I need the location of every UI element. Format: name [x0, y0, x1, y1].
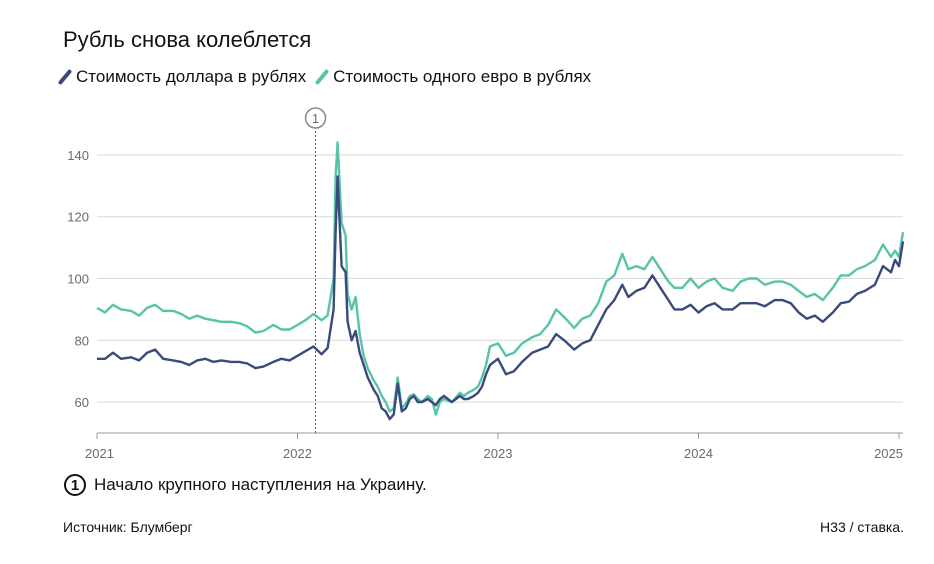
x-tick-label: 2022 [283, 446, 312, 461]
chart-title: Рубль снова колеблется [63, 27, 312, 52]
annotation-marker: 1 [304, 107, 327, 433]
y-tick-label: 100 [67, 272, 89, 287]
x-axis-ticks: 2021 2022 2023 2024 2025 [85, 433, 903, 461]
y-tick-label: 60 [75, 395, 89, 410]
x-tick-label: 2024 [684, 446, 713, 461]
y-axis-ticks: 60 80 100 120 140 [67, 148, 89, 410]
legend-usd-label: Стоимость доллара в рублях [76, 67, 307, 86]
legend: Стоимость доллара в рублях Стоимость одн… [57, 67, 605, 87]
annotation-note: 1 Начало крупного наступления на Украину… [64, 474, 427, 496]
x-tick-label: 2023 [484, 446, 513, 461]
series-line-usd [97, 175, 905, 421]
grid-lines [97, 154, 903, 434]
x-tick-label: 2025 [874, 446, 903, 461]
line-chart: 60 80 100 120 140 2021 2022 2023 2024 2025 1 [67, 107, 905, 461]
y-tick-label: 140 [67, 148, 89, 163]
note-number-badge: 1 [64, 474, 86, 496]
annotation-circle [304, 107, 327, 129]
y-tick-label: 120 [67, 210, 89, 225]
x-tick-label: 2021 [85, 446, 114, 461]
legend-item-usd: Стоимость доллара в рублях [57, 67, 307, 87]
y-tick-label: 80 [75, 333, 89, 348]
series-lines [96, 141, 905, 421]
source-credit: Источник: Блумберг [63, 519, 193, 535]
note-text: Начало крупного наступления на Украину. [94, 475, 427, 494]
legend-item-eur: Стоимость одного евро в рублях [314, 67, 592, 87]
annotation-number: 1 [312, 111, 319, 126]
legend-eur-label: Стоимость одного евро в рублях [333, 67, 592, 86]
author-credit: Н33 / ставка. [820, 519, 904, 535]
